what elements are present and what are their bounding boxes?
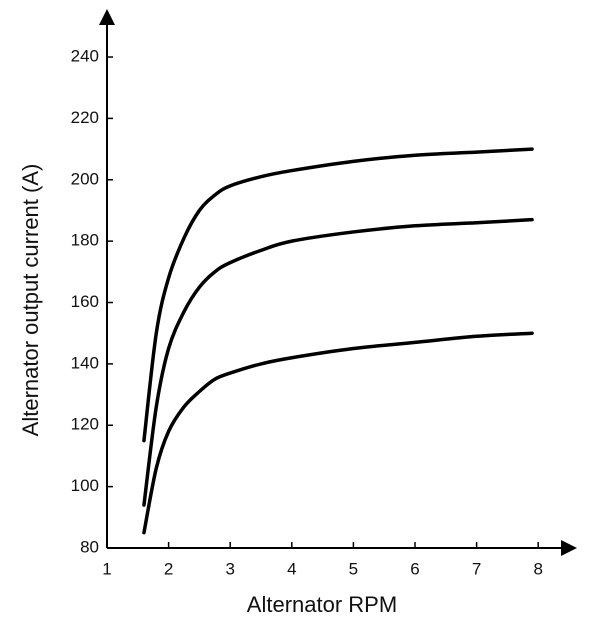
line [142, 331, 534, 535]
y-tick-label: 200 [71, 169, 99, 188]
x-tick-label: 5 [349, 559, 358, 578]
x-tick-label: 6 [410, 559, 419, 578]
line [142, 217, 534, 507]
x-tick-label: 8 [533, 559, 542, 578]
y-tick-label: 140 [71, 353, 99, 372]
y-axis-arrow [99, 9, 115, 25]
y-tick-label: 240 [71, 47, 99, 66]
line [142, 147, 534, 443]
x-axis-arrow [561, 540, 577, 556]
x-tick-label: 2 [164, 559, 173, 578]
y-tick-label: 120 [71, 415, 99, 434]
y-axis-label: Alternator output current (A) [18, 164, 43, 437]
y-tick-label: 100 [71, 476, 99, 495]
x-tick-label: 3 [225, 559, 234, 578]
y-tick-label: 220 [71, 108, 99, 127]
y-tick-label: 180 [71, 231, 99, 250]
y-tick-label: 80 [80, 537, 99, 556]
x-tick-label: 4 [287, 559, 296, 578]
x-tick-label: 7 [472, 559, 481, 578]
x-axis-label: Alternator RPM [247, 592, 397, 617]
x-tick-label: 1 [102, 559, 111, 578]
y-tick-label: 160 [71, 292, 99, 311]
